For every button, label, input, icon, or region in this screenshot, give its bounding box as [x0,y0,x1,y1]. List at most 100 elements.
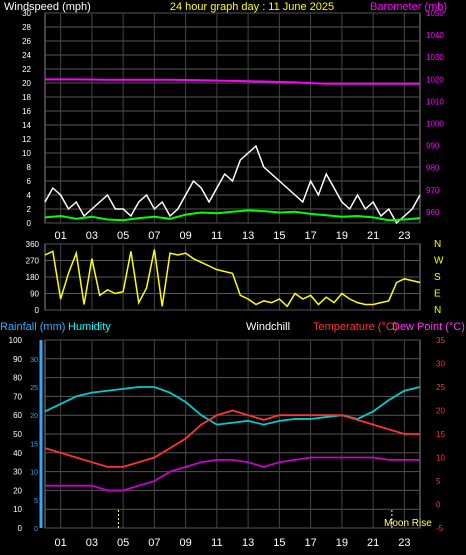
humidity-ytick-label: 60 [13,411,22,420]
humidity-series-line [44,386,421,426]
wind-baro-panel: Windspeed (mph) Barometer (mb) 024681012… [4,1,447,242]
temp-xtick-label: 09 [180,537,192,549]
wind-xtick-label: 09 [180,230,192,242]
temp-ytick-label: 0 [436,501,441,510]
rainfall-label: Rainfall (mm) [0,321,65,333]
temp-ytick-label: 35 [436,336,445,345]
temperature-series-line [44,409,420,468]
dir-ytick-label: 180 [26,273,40,282]
wind-xtick-label: 19 [336,230,348,242]
wind-ytick-label: 4 [27,191,32,200]
humidity-ytick-label: 50 [13,430,22,439]
temp-xtick-label: 19 [336,537,348,549]
temp-xtick-label: 11 [211,537,222,549]
temp-xtick-label: 03 [86,537,98,549]
rain-ytick-label: 15 [30,441,38,448]
dir-ytick-label: 360 [26,240,40,249]
temp-xtick-label: 05 [117,537,129,549]
rain-ytick-label: 30 [30,357,38,364]
baro-ytick-label: 960 [426,208,440,217]
temp-xtick-label: 23 [398,537,410,549]
rain-ytick-label: 10 [30,470,38,477]
dir-ytick-label: 90 [30,290,39,299]
graph-title: 24 hour graph day : 11 June 2025 [170,1,334,13]
temp-xtick-label: 15 [273,537,285,549]
humidity-ytick-label: 80 [13,374,22,383]
compass-label: N [434,239,441,250]
compass-label: N [434,305,441,316]
temp-ytick-label: 15 [436,430,445,439]
baro-ytick-label: 980 [426,164,440,173]
rain-ytick-label: 5 [34,498,38,505]
wind-xtick-label: 03 [86,230,98,242]
temp-xtick-label: 07 [148,537,160,549]
wind-xtick-label: 07 [148,230,160,242]
humidity-ytick-label: 10 [13,505,22,514]
gust-series-line [44,144,421,225]
temp-ytick-label: 25 [436,383,445,392]
humidity-label: Humidity [68,321,111,333]
wind-ytick-label: 6 [27,177,32,186]
wind-xtick-label: 01 [55,230,67,242]
temp-ytick-label: 20 [436,407,445,416]
humidity-ytick-label: 100 [9,336,23,345]
baro-ytick-label: 970 [426,186,440,195]
dir-ytick-label: 0 [35,306,40,315]
baro-ytick-label: 1030 [426,53,444,62]
humidity-ytick-label: 20 [13,486,22,495]
compass-label: E [434,289,441,300]
wind-ytick-label: 26 [22,37,31,46]
wind-ytick-label: 14 [22,121,31,130]
temp-ytick-label: 30 [436,360,445,369]
wind-xtick-label: 17 [305,230,317,242]
temp-xtick-label: 13 [242,537,254,549]
speed-series-line [44,209,421,222]
direction-series-line [44,249,421,308]
baro-ytick-label: 1010 [426,97,444,106]
temp-ytick-label: -5 [436,524,444,533]
rain-ytick-label: 20 [30,413,38,420]
temp-xtick-label: 01 [55,537,67,549]
moon-rise-label: Moon Rise [384,518,432,529]
windspeed-label: Windspeed (mph) [4,1,91,13]
temp-xtick-label: 17 [305,537,317,549]
baro-ytick-label: 1050 [426,9,444,18]
humidity-ytick-label: 0 [18,524,23,533]
temp-ytick-label: 10 [436,454,445,463]
temp-ytick-label: 5 [436,477,441,486]
baro-ytick-label: 1040 [426,31,444,40]
wind-ytick-label: 28 [22,23,31,32]
wind-ytick-label: 8 [27,163,32,172]
humidity-ytick-label: 70 [13,392,22,401]
wind-ytick-label: 22 [22,65,31,74]
wind-ytick-label: 2 [27,205,32,214]
humidity-ytick-label: 90 [13,355,22,364]
barometer-label: Barometer (mb) [370,1,447,13]
dewpoint-series-line [45,456,420,492]
humidity-ytick-label: 30 [13,468,22,477]
temp-panel: Rainfall (mm) Humidity Windchill Tempera… [0,321,465,549]
compass-label: W [434,256,444,267]
rain-ytick-label: 0 [34,526,38,533]
wind-ytick-label: 18 [22,93,31,102]
wind-xtick-label: 23 [398,230,410,242]
wind-ytick-label: 20 [22,79,31,88]
barometer-series-line [45,78,420,85]
baro-ytick-label: 990 [426,142,440,151]
baro-ytick-label: 1000 [426,120,444,129]
wind-ytick-label: 16 [22,107,31,116]
baro-ytick-label: 1020 [426,75,444,84]
wind-ytick-label: 0 [27,219,32,228]
dir-ytick-label: 270 [26,257,40,266]
wind-xtick-label: 21 [367,230,379,242]
wind-ytick-label: 12 [22,135,31,144]
wind-xtick-label: 11 [211,230,222,242]
wind-plot-area [44,12,421,224]
windchill-label: Windchill [246,321,290,333]
wind-xtick-label: 15 [273,230,285,242]
humidity-ytick-label: 40 [13,449,22,458]
wind-xtick-label: 13 [242,230,254,242]
dewpoint-label: Dew Point (°C) [392,321,465,333]
